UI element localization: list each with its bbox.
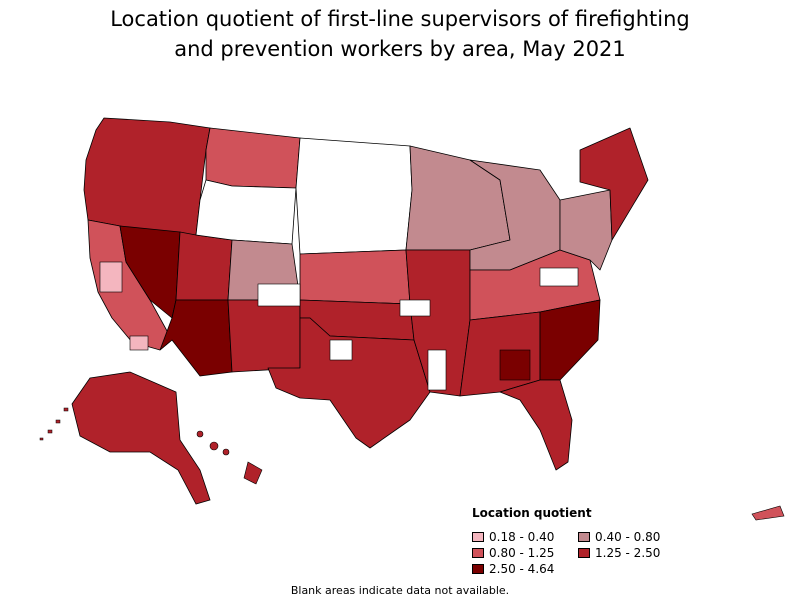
legend-label-1: 0.18 - 0.40 bbox=[489, 530, 555, 544]
blank-area-3 bbox=[257, 283, 301, 307]
legend-swatch-2 bbox=[578, 532, 590, 542]
region-texas[interactable] bbox=[267, 317, 431, 449]
region-montana[interactable] bbox=[205, 127, 301, 189]
legend-item-2: 0.40 - 0.80 bbox=[578, 530, 660, 544]
legend-swatch-5 bbox=[472, 564, 484, 574]
region-kansas[interactable] bbox=[299, 249, 411, 305]
legend-item-1: 0.18 - 0.40 bbox=[472, 530, 554, 544]
region-puerto-rico[interactable] bbox=[751, 505, 785, 521]
region-florida[interactable] bbox=[499, 379, 573, 471]
blank-area-2 bbox=[399, 299, 431, 317]
region-new-england[interactable] bbox=[579, 127, 649, 241]
blank-area-5 bbox=[427, 349, 447, 391]
dark-area-ga bbox=[499, 349, 531, 381]
legend-label-2: 0.40 - 0.80 bbox=[595, 530, 661, 544]
region-hawaii[interactable] bbox=[196, 430, 263, 485]
region-wyoming[interactable] bbox=[195, 179, 297, 245]
light-area-az bbox=[129, 335, 149, 351]
legend-item-3: 0.80 - 1.25 bbox=[472, 546, 554, 560]
map-title: Location quotient of first-line supervis… bbox=[0, 4, 800, 64]
legend-label-3: 0.80 - 1.25 bbox=[489, 546, 555, 560]
region-alaska[interactable] bbox=[71, 371, 211, 505]
region-utah[interactable] bbox=[175, 231, 233, 301]
alaska-islands bbox=[39, 407, 69, 441]
legend-item-5: 2.50 - 4.64 bbox=[472, 562, 554, 576]
legend-swatch-1 bbox=[472, 532, 484, 542]
legend-label-5: 2.50 - 4.64 bbox=[489, 562, 555, 576]
light-area-ca bbox=[99, 261, 123, 293]
legend-title: Location quotient bbox=[472, 506, 592, 520]
legend-swatch-3 bbox=[472, 548, 484, 558]
legend-label-4: 1.25 - 2.50 bbox=[595, 546, 661, 560]
legend-item-4: 1.25 - 2.50 bbox=[578, 546, 660, 560]
title-line-2: and prevention workers by area, May 2021 bbox=[174, 37, 626, 61]
blank-area-1 bbox=[539, 267, 579, 287]
region-upper-midwest[interactable] bbox=[405, 145, 511, 251]
title-line-1: Location quotient of first-line supervis… bbox=[110, 7, 690, 31]
footnote: Blank areas indicate data not available. bbox=[290, 584, 510, 597]
region-georgia[interactable] bbox=[539, 299, 601, 381]
region-pacific-northwest[interactable] bbox=[83, 117, 211, 236]
region-northern-plains[interactable] bbox=[295, 137, 413, 255]
region-new-mexico[interactable] bbox=[227, 299, 301, 373]
legend-swatch-4 bbox=[578, 548, 590, 558]
blank-area-4 bbox=[329, 339, 353, 361]
